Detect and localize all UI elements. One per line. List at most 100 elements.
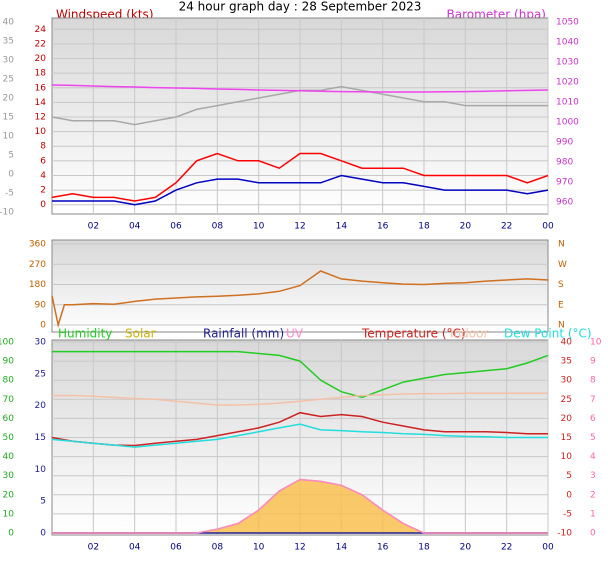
legend-entry: Solar	[125, 327, 156, 341]
y-tick-label: 2	[40, 186, 46, 196]
line	[52, 478, 548, 534]
y2-tick-label: N	[558, 240, 565, 250]
line	[52, 392, 548, 406]
y3-tick-label: 25	[3, 75, 14, 85]
y2-tick-label: 5	[40, 497, 46, 507]
y3-tick-label: 15	[3, 113, 14, 123]
legend-entry: Dew Point (°C)	[504, 327, 592, 341]
y-tick-label: 14	[35, 98, 47, 108]
y2-tick-label: 30	[35, 338, 47, 348]
y2-tick-label: 25	[35, 369, 46, 379]
y2-tick-label: W	[558, 260, 567, 270]
y3-tick-label: 0	[566, 490, 572, 500]
x-tick-label: 00	[542, 543, 554, 553]
y2-tick-label: 1030	[556, 58, 579, 68]
y2-tick-label: 1000	[556, 118, 579, 128]
y-tick-label: 12	[35, 113, 46, 123]
y-tick-label: 16	[35, 83, 47, 93]
x-tick-label: 08	[212, 543, 224, 553]
y-tick-label: 0	[40, 200, 46, 210]
y2-tick-label: 15	[35, 433, 46, 443]
y4-tick-label: 2	[590, 490, 596, 500]
legend-entry: Humidity	[58, 327, 112, 341]
y2-tick-label: 990	[556, 138, 573, 148]
x-tick-label: 04	[129, 543, 141, 553]
y3-tick-label: 5	[8, 151, 14, 161]
y3-tick-label: 20	[561, 414, 573, 424]
y2-tick-label: E	[558, 300, 564, 310]
x-tick-label: 22	[501, 543, 512, 553]
y-tick-label: 10	[3, 509, 15, 519]
y3-tick-label: -5	[563, 509, 572, 519]
y2-tick-label: 1010	[556, 98, 579, 108]
x-tick-label: 16	[377, 543, 389, 553]
y-tick-label: 0	[8, 529, 14, 539]
line	[51, 423, 548, 448]
line	[51, 411, 548, 447]
y3-tick-label: 35	[3, 37, 14, 47]
y3-tick-label: 5	[566, 471, 572, 481]
line	[51, 84, 549, 93]
y2-tick-label: 1040	[556, 38, 579, 48]
y4-tick-label: 9	[590, 357, 596, 367]
y-tick-label: 360	[29, 240, 46, 250]
y-tick-label: 20	[3, 490, 15, 500]
y3-tick-label: 20	[3, 94, 15, 104]
y4-tick-label: 3	[590, 471, 596, 481]
y2-tick-label: 20	[35, 401, 47, 411]
legend-entry: Temperature (°C)	[361, 327, 466, 341]
x-tick-label: 12	[294, 543, 305, 553]
x-tick-label: 20	[460, 222, 472, 232]
y-tick-label: 40	[3, 452, 15, 462]
y4-tick-label: 8	[590, 376, 596, 386]
y2-tick-label: 1050	[556, 18, 579, 28]
y-tick-label: 10	[35, 127, 47, 137]
y3-tick-label: -10	[0, 208, 14, 218]
y2-tick-label: 1020	[556, 78, 579, 88]
y3-tick-label: 40	[561, 338, 573, 348]
legend-entry: UV	[286, 327, 304, 341]
y-tick-label: 4	[40, 171, 46, 181]
y-tick-label: 22	[35, 39, 46, 49]
y-tick-label: 8	[40, 142, 46, 152]
x-tick-label: 04	[129, 222, 141, 232]
y3-tick-label: 30	[3, 56, 15, 66]
x-tick-label: 22	[501, 222, 512, 232]
x-tick-label: 16	[377, 222, 389, 232]
y-tick-label: 20	[35, 54, 47, 64]
y3-tick-label: 10	[561, 452, 573, 462]
y4-tick-label: 10	[590, 338, 602, 348]
title: 24 hour graph day : 28 September 2023	[179, 0, 422, 14]
x-tick-label: 06	[170, 222, 182, 232]
x-tick-label: 06	[170, 543, 182, 553]
y4-tick-label: 5	[590, 433, 596, 443]
x-tick-label: 18	[418, 543, 430, 553]
y2-tick-label: 960	[556, 198, 573, 208]
y-tick-label: 18	[35, 69, 47, 79]
y2-tick-label: S	[558, 280, 564, 290]
x-tick-label: 08	[212, 222, 224, 232]
x-tick-label: 10	[253, 543, 265, 553]
y-tick-label: 270	[29, 260, 46, 270]
y-tick-label: 60	[3, 414, 15, 424]
y2-tick-label: 970	[556, 178, 573, 188]
y3-tick-label: 25	[561, 395, 572, 405]
line	[52, 174, 549, 206]
x-tick-label: 00	[542, 222, 554, 232]
y3-tick-label: 35	[561, 357, 572, 367]
x-tick-label: 12	[294, 222, 305, 232]
area	[52, 479, 548, 533]
y-tick-label: 70	[3, 395, 15, 405]
x-tick-label: 14	[336, 543, 348, 553]
y-tick-label: 6	[40, 156, 46, 166]
x-tick-label: 02	[88, 222, 99, 232]
y3-tick-label: 40	[3, 18, 15, 28]
x-tick-label: 02	[88, 543, 99, 553]
line	[51, 270, 549, 328]
y-tick-label: 24	[35, 25, 47, 35]
y-tick-label: 80	[3, 376, 15, 386]
line	[52, 350, 549, 399]
y3-tick-label: 10	[3, 132, 15, 142]
y-tick-label: 100	[0, 338, 14, 348]
